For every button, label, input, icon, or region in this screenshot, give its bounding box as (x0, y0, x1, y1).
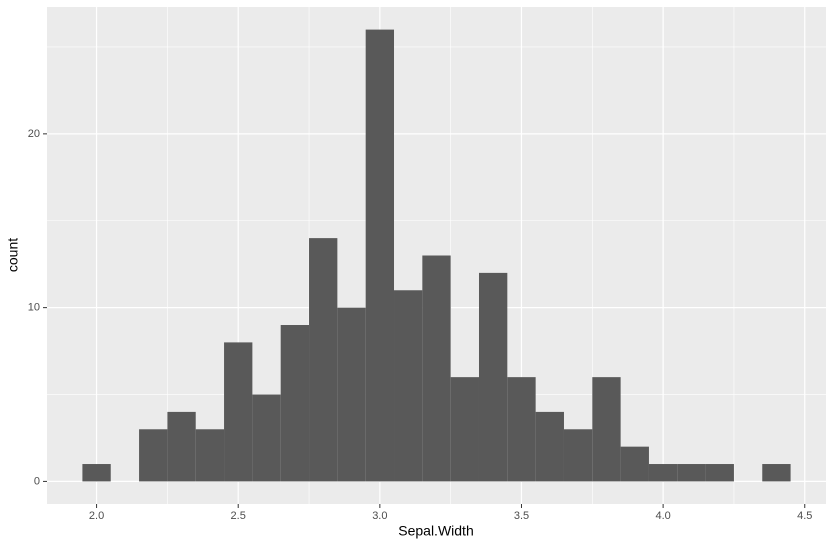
x-axis-title: Sepal.Width (398, 523, 473, 539)
y-tick-label: 20 (28, 128, 40, 140)
x-tick-label: 3.5 (514, 510, 529, 522)
x-tick-label: 2.0 (89, 510, 104, 522)
y-axis-title: count (5, 238, 21, 272)
bar (450, 377, 479, 482)
bar (280, 325, 310, 482)
bar (195, 429, 225, 482)
bar (648, 464, 678, 482)
bar (620, 446, 649, 482)
y-tick-label: 10 (28, 302, 40, 314)
bar (224, 342, 253, 482)
bar (507, 377, 536, 482)
x-tick-label: 4.0 (655, 510, 670, 522)
bar (337, 307, 366, 482)
bar (252, 394, 281, 482)
bar (705, 464, 734, 482)
x-tick-label: 2.5 (231, 510, 246, 522)
y-tick-label: 0 (34, 475, 40, 487)
bar (422, 255, 451, 482)
x-tick-label: 4.5 (797, 510, 812, 522)
bar (139, 429, 168, 482)
bar (365, 29, 395, 482)
bar (677, 464, 706, 482)
bar (309, 238, 338, 482)
bar (592, 377, 621, 482)
bar (167, 411, 196, 482)
bar (478, 272, 508, 482)
bar (82, 464, 111, 482)
bar (563, 429, 593, 482)
x-tick-label: 3.0 (372, 510, 387, 522)
bar (762, 464, 791, 482)
bar (394, 290, 423, 482)
bar (535, 411, 564, 482)
